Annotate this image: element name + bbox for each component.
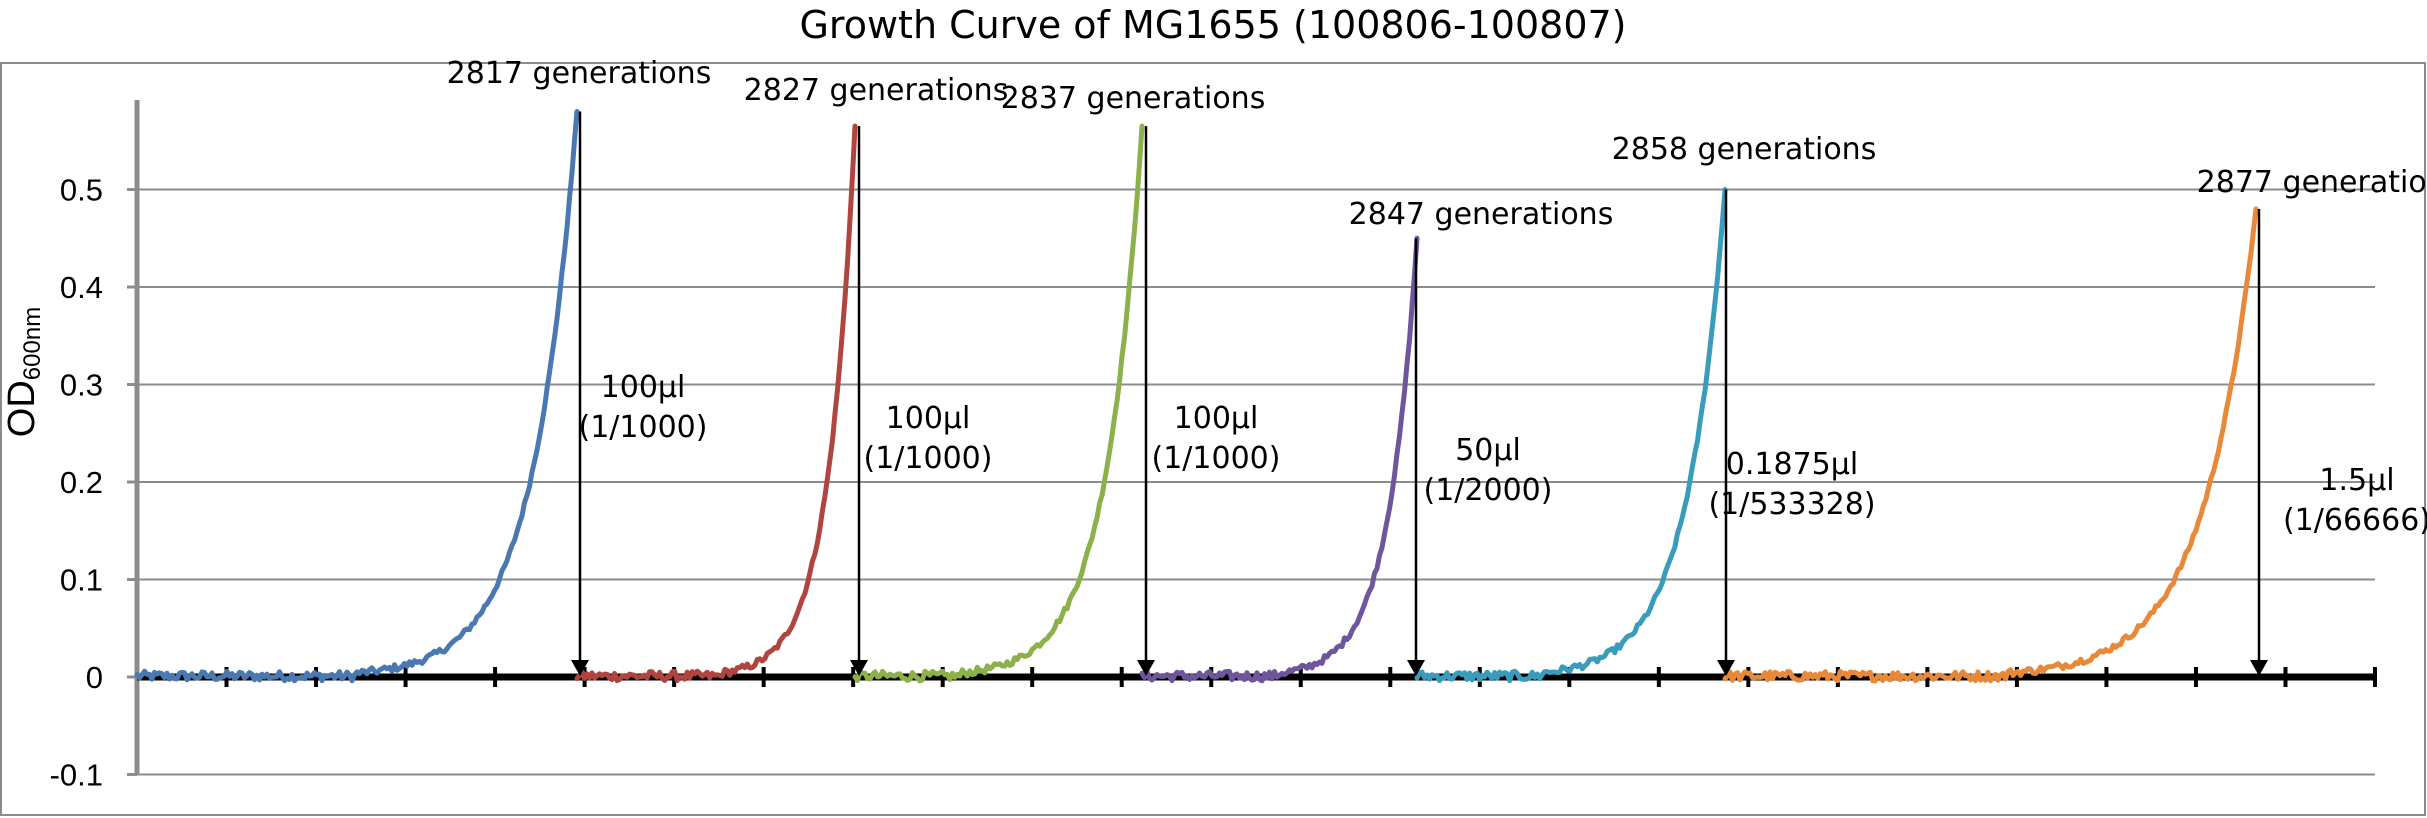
arrow-head — [1407, 660, 1425, 676]
chart-frame — [0, 62, 2426, 816]
volume-label: 100μl — [601, 370, 686, 405]
y-tick-label: 0.5 — [60, 173, 103, 208]
dilution-label: (1/2000) — [1424, 473, 1553, 508]
growth-series-6 — [1722, 206, 2259, 684]
y-tick-label: 0.3 — [60, 368, 103, 403]
generation-label: 2877 generations — [2197, 165, 2427, 200]
chart-title: Growth Curve of MG1655 (100806-100807) — [799, 3, 1626, 47]
dilution-label: (1/533328) — [1708, 487, 1875, 522]
volume-label: 1.5μl — [2319, 463, 2394, 498]
volume-label: 0.1875μl — [1726, 447, 1858, 482]
growth-series-5 — [1414, 187, 1728, 684]
volume-label: 100μl — [886, 401, 971, 436]
generation-label: 2858 generations — [1612, 132, 1877, 167]
generation-label: 2837 generations — [1001, 81, 1266, 116]
y-tick-label: 0 — [86, 660, 103, 695]
y-tick-label: -0.1 — [50, 758, 103, 793]
y-axis-label-subscript: 600nm — [19, 307, 46, 380]
y-tick-label: 0.4 — [60, 270, 103, 305]
y-axis-ticks: 0.5 0.4 0.3 0.2 0.1 0 -0.1 — [50, 173, 103, 793]
volume-label: 50μl — [1455, 433, 1521, 468]
y-axis-title: OD600nm — [1, 307, 46, 437]
arrow-head — [850, 660, 868, 676]
dilution-label: (1/1000) — [864, 441, 993, 476]
y-tick-label: 0.2 — [60, 465, 103, 500]
dilution-label: (1/66666) — [2283, 503, 2427, 538]
y-tick-label: 0.1 — [60, 563, 103, 598]
dilution-label: (1/1000) — [1152, 441, 1281, 476]
annotations: 2817 generations 100μl (1/1000) 2827 genera… — [447, 56, 2427, 676]
y-axis-label: OD600nm — [1, 307, 46, 437]
arrow-head — [2250, 660, 2268, 676]
growth-series-2 — [574, 123, 858, 684]
arrow-head — [1717, 660, 1735, 676]
grid — [127, 188, 2375, 776]
generation-label: 2817 generations — [447, 56, 712, 91]
dilution-label: (1/1000) — [579, 410, 708, 445]
series-lines — [134, 109, 2259, 684]
growth-series-4 — [1139, 235, 1420, 684]
generation-label: 2827 generations — [744, 73, 1009, 108]
arrow-head — [1137, 660, 1155, 676]
y-axis-label-main: OD — [1, 380, 43, 437]
arrow-head — [571, 660, 589, 676]
growth-series-1 — [134, 109, 580, 684]
volume-label: 100μl — [1174, 401, 1259, 436]
growth-series-3 — [852, 123, 1145, 684]
generation-label: 2847 generations — [1349, 197, 1614, 232]
